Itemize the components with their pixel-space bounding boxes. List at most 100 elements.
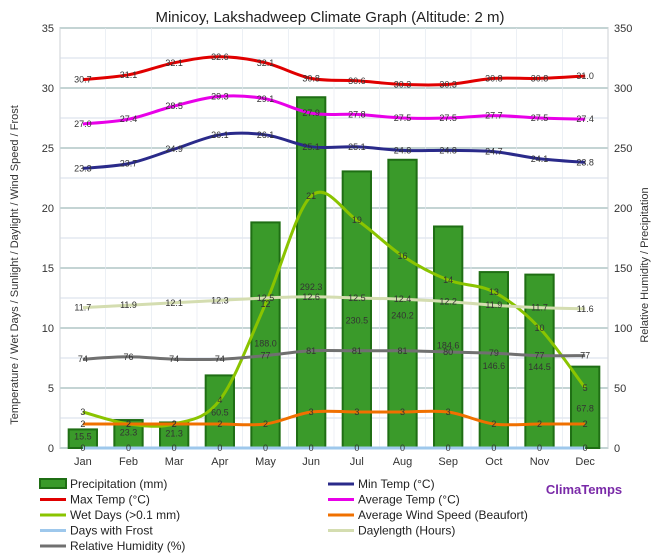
data-label-days-with-frost: 0 [309, 443, 314, 453]
data-label-average-temp-c: 27.9 [302, 108, 320, 118]
data-label-average-wind-speed-beaufort: 2 [172, 419, 177, 429]
y-tick-left: 25 [42, 143, 54, 155]
data-label-average-wind-speed-beaufort: 3 [309, 407, 314, 417]
data-label-wet-days-0-1-mm: 3 [80, 407, 85, 417]
data-label-days-with-frost: 0 [400, 443, 405, 453]
data-label-days-with-frost: 0 [217, 443, 222, 453]
data-label-relative-humidity: 77 [534, 351, 544, 361]
legend-label-wet-days-0-1-mm: Wet Days (>0.1 mm) [70, 508, 180, 522]
y-tick-right: 200 [614, 203, 632, 215]
data-label-average-temp-c: 27.7 [485, 111, 503, 121]
y-tick-left: 15 [42, 263, 54, 275]
data-label-max-temp-c: 30.3 [439, 79, 457, 89]
data-label-min-temp-c: 24.8 [394, 145, 412, 155]
data-label-daylength-hours: 12.4 [394, 294, 412, 304]
data-label-average-wind-speed-beaufort: 2 [126, 419, 131, 429]
data-label-daylength-hours: 11.7 [531, 303, 548, 313]
data-label-wet-days-0-1-mm: 19 [352, 215, 362, 225]
data-label-average-wind-speed-beaufort: 3 [354, 407, 359, 417]
bar-precipitation-mm [570, 365, 601, 450]
x-tick: Sep [438, 456, 458, 468]
data-label-max-temp-c: 30.3 [394, 79, 412, 89]
y-tick-right: 0 [614, 443, 620, 455]
data-label-precipitation-mm: 230.5 [346, 316, 369, 326]
data-label-precipitation-mm: 23.3 [120, 427, 138, 437]
data-label-days-with-frost: 0 [583, 443, 588, 453]
y-tick-right: 50 [614, 383, 626, 395]
data-label-max-temp-c: 30.8 [485, 73, 503, 83]
data-label-daylength-hours: 12.3 [211, 295, 229, 305]
y-tick-left: 10 [42, 323, 54, 335]
data-label-daylength-hours: 12.6 [302, 292, 320, 302]
data-label-daylength-hours: 11.9 [485, 300, 502, 310]
line-min-temp-c [82, 131, 586, 170]
data-label-average-temp-c: 29.1 [257, 94, 275, 104]
data-label-days-with-frost: 0 [263, 443, 268, 453]
data-label-precipitation-mm: 21.3 [165, 428, 183, 438]
data-label-relative-humidity: 77 [580, 351, 590, 361]
data-label-relative-humidity: 81 [352, 346, 362, 356]
data-label-precipitation-mm: 240.2 [391, 310, 414, 320]
data-label-max-temp-c: 31.0 [576, 71, 594, 81]
data-label-relative-humidity: 74 [169, 354, 179, 364]
data-label-average-wind-speed-beaufort: 2 [263, 419, 268, 429]
legend-label-max-temp-c: Max Temp (°C) [70, 493, 150, 507]
data-label-min-temp-c: 26.1 [257, 130, 275, 140]
x-tick: Feb [119, 456, 138, 468]
data-label-daylength-hours: 12.1 [165, 298, 183, 308]
data-label-wet-days-0-1-mm: 2 [126, 419, 131, 429]
y-tick-right: 100 [614, 323, 632, 335]
data-label-wet-days-0-1-mm: 5 [583, 383, 588, 393]
data-label-daylength-hours: 11.9 [120, 300, 137, 310]
data-label-average-wind-speed-beaufort: 2 [80, 419, 85, 429]
y-tick-right: 300 [614, 83, 632, 95]
data-label-days-with-frost: 0 [172, 443, 177, 453]
data-label-average-temp-c: 27.5 [531, 113, 549, 123]
data-label-wet-days-0-1-mm: 14 [443, 275, 453, 285]
data-label-days-with-frost: 0 [491, 443, 496, 453]
line-relative-humidity [82, 348, 586, 362]
data-label-precipitation-mm: 15.5 [74, 432, 92, 442]
data-label-wet-days-0-1-mm: 21 [306, 191, 316, 201]
y-tick-right: 250 [614, 143, 632, 155]
data-label-max-temp-c: 30.8 [302, 73, 320, 83]
x-tick: Nov [530, 456, 550, 468]
x-tick: Jul [350, 456, 364, 468]
legend-label-daylength-hours: Daylength (Hours) [358, 524, 455, 538]
data-label-daylength-hours: 12.2 [439, 297, 457, 307]
y-tick-left: 0 [48, 443, 54, 455]
data-label-min-temp-c: 23.3 [74, 163, 92, 173]
data-label-relative-humidity: 80 [443, 347, 453, 357]
data-label-days-with-frost: 0 [446, 443, 451, 453]
legend-label-relative-humidity: Relative Humidity (%) [70, 539, 185, 553]
line-average-wind-speed-beaufort [82, 409, 586, 427]
data-label-min-temp-c: 23.7 [120, 159, 138, 169]
data-label-precipitation-mm: 144.5 [528, 362, 551, 372]
x-tick: Mar [165, 456, 184, 468]
legend-label-average-wind-speed-beaufort: Average Wind Speed (Beaufort) [358, 508, 528, 522]
data-label-wet-days-0-1-mm: 10 [534, 323, 544, 333]
bar-precipitation-mm [250, 221, 281, 449]
data-label-average-wind-speed-beaufort: 3 [446, 407, 451, 417]
data-label-daylength-hours: 11.6 [577, 304, 594, 314]
data-label-max-temp-c: 32.1 [257, 58, 275, 68]
legend-label-average-temp-c: Average Temp (°C) [358, 493, 460, 507]
data-label-precipitation-mm: 292.3 [300, 282, 323, 292]
data-label-max-temp-c: 32.6 [211, 52, 229, 62]
y-tick-left: 5 [48, 383, 54, 395]
data-label-relative-humidity: 77 [260, 351, 270, 361]
data-label-max-temp-c: 31.1 [120, 70, 138, 80]
x-tick: Apr [211, 456, 228, 468]
data-label-precipitation-mm: 188.0 [254, 338, 277, 348]
data-label-min-temp-c: 26.1 [211, 130, 229, 140]
data-label-min-temp-c: 25.1 [348, 142, 366, 152]
data-label-daylength-hours: 12.5 [257, 293, 275, 303]
legend-label-precipitation-mm: Precipitation (mm) [70, 477, 167, 491]
brand-label: ClimaTemps [546, 482, 622, 497]
data-label-wet-days-0-1-mm: 4 [217, 395, 222, 405]
data-label-days-with-frost: 0 [537, 443, 542, 453]
line-max-temp-c [82, 55, 586, 87]
data-label-relative-humidity: 81 [306, 346, 316, 356]
legend-label-days-with-frost: Days with Frost [70, 524, 153, 538]
